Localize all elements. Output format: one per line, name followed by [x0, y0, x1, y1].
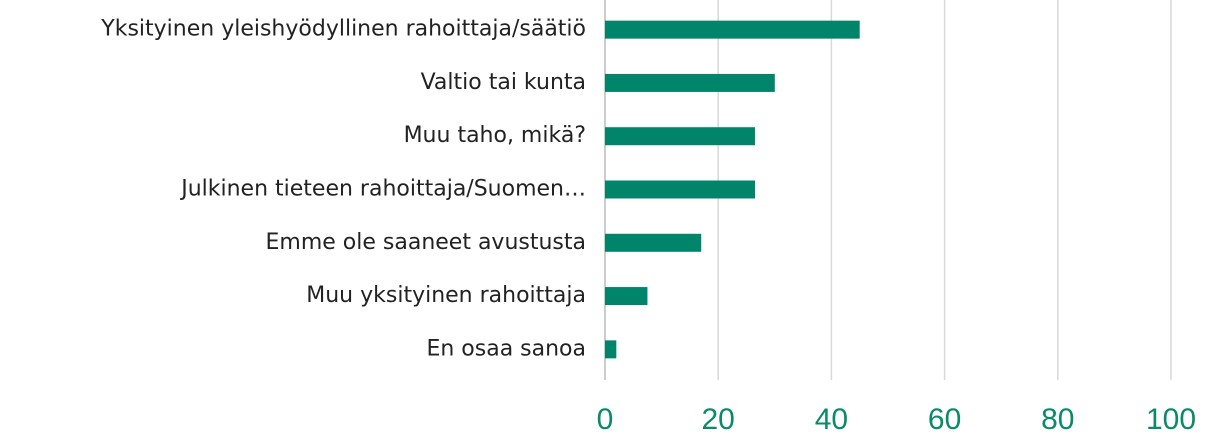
bar — [605, 340, 617, 359]
x-tick-label: 20 — [702, 403, 735, 436]
bar — [605, 20, 860, 39]
x-tick-label: 80 — [1041, 403, 1074, 436]
y-tick-label: Muu taho, mikä? — [404, 123, 586, 148]
y-tick-label: Julkinen tieteen rahoittaja/Suomen… — [179, 177, 586, 202]
y-tick-label: Muu yksityinen rahoittaja — [306, 283, 586, 308]
y-tick-label: Valtio tai kunta — [421, 70, 586, 95]
y-tick-label: En osaa sanoa — [426, 336, 586, 361]
bar — [605, 127, 755, 146]
y-tick-label: Emme ole saaneet avustusta — [266, 230, 587, 255]
x-tick-label: 0 — [597, 403, 614, 436]
bar — [605, 233, 702, 252]
bar — [605, 73, 775, 92]
bar — [605, 180, 755, 199]
bar — [605, 287, 648, 306]
x-tick-label: 100 — [1146, 403, 1196, 436]
x-tick-label: 40 — [815, 403, 848, 436]
y-tick-label: Yksityinen yleishyödyllinen rahoittaja/s… — [100, 17, 586, 42]
x-tick-label: 60 — [928, 403, 961, 436]
